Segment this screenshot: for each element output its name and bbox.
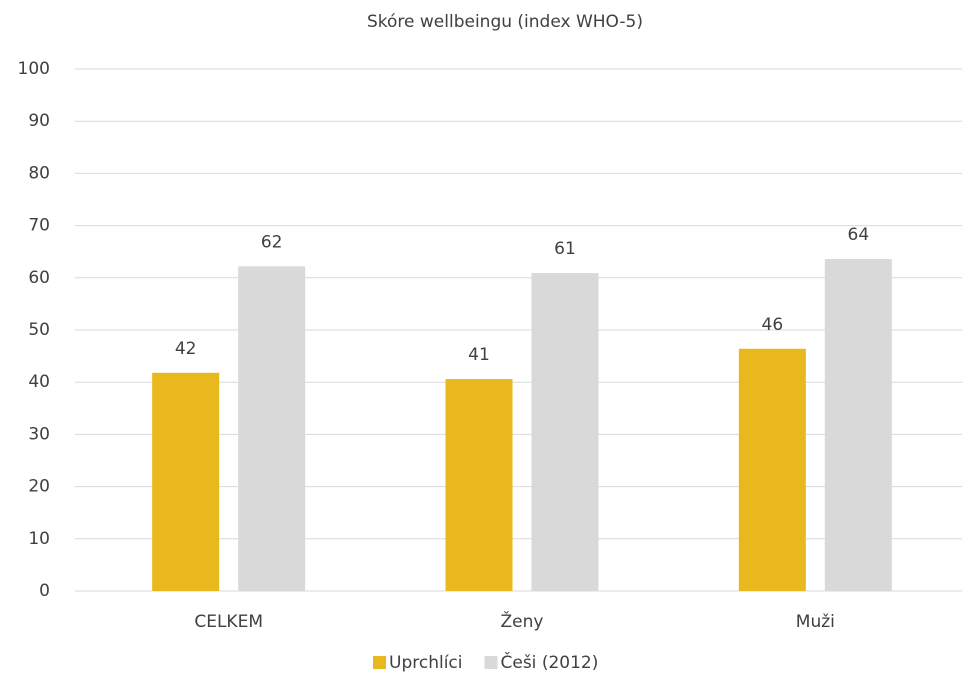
y-tick-label: 90 xyxy=(28,111,50,131)
legend-swatch xyxy=(484,656,498,669)
data-label: 61 xyxy=(554,239,576,259)
legend-swatch xyxy=(373,656,386,669)
bar xyxy=(152,372,220,591)
bar xyxy=(531,273,599,591)
x-tick-label: Muži xyxy=(796,612,835,632)
legend-label: Češi (2012) xyxy=(501,651,599,673)
y-tick-label: 10 xyxy=(28,529,50,549)
bar xyxy=(445,379,513,591)
y-tick-label: 50 xyxy=(28,320,50,340)
legend-label: Uprchlíci xyxy=(389,653,463,673)
y-tick-label: 20 xyxy=(28,477,50,497)
y-tick-label: 40 xyxy=(28,372,50,392)
data-label: 41 xyxy=(468,345,490,365)
y-tick-label: 80 xyxy=(28,163,50,183)
data-label: 42 xyxy=(175,339,197,359)
bar xyxy=(824,259,892,591)
bar xyxy=(738,348,806,591)
y-tick-label: 0 xyxy=(39,581,50,601)
y-tick-label: 100 xyxy=(18,59,50,79)
y-tick-label: 70 xyxy=(28,216,50,236)
x-tick-label: Ženy xyxy=(501,610,544,632)
y-tick-label: 30 xyxy=(28,424,50,444)
data-label: 62 xyxy=(261,232,283,252)
data-label: 64 xyxy=(848,225,870,245)
y-tick-label: 60 xyxy=(28,268,50,288)
x-tick-label: CELKEM xyxy=(194,612,263,632)
chart-title: Skóre wellbeingu (index WHO-5) xyxy=(367,12,643,32)
data-label: 46 xyxy=(762,315,784,335)
bar xyxy=(238,266,306,591)
